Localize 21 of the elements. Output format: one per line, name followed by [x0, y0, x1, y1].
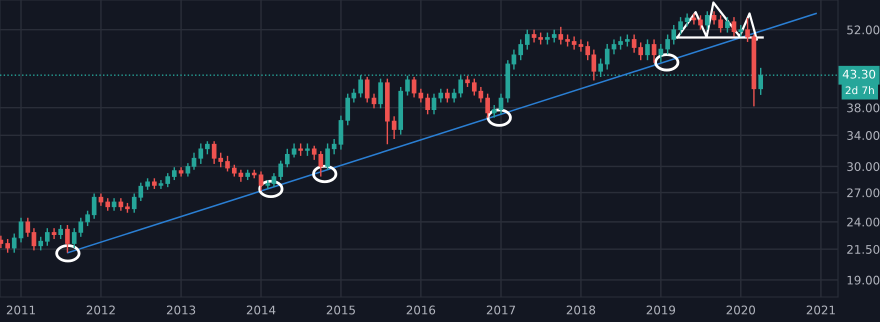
x-tick-label: 2020	[726, 306, 756, 314]
x-tick-label: 2017	[486, 306, 516, 314]
y-tick-label: 30.00	[847, 162, 880, 172]
y-tick-label: 19.00	[848, 276, 880, 285]
y-tick-label: 24.00	[847, 218, 880, 227]
y-tick-label: 21.50	[847, 244, 880, 254]
x-tick-label: 2011	[6, 306, 35, 314]
y-tick-label: 38.00	[847, 103, 880, 112]
ref-line-label: 43.30	[842, 70, 876, 79]
text: 2d 7h	[846, 86, 874, 94]
x-tick-label: 2012	[86, 306, 115, 314]
y-tick-label: 27.00	[847, 188, 880, 198]
x-tick-label: 2019	[646, 306, 676, 314]
x-tick-label: 2021	[806, 306, 835, 314]
x-tick-label: 2015	[326, 306, 355, 314]
y-tick-label: 34.00	[847, 131, 880, 140]
x-tick-label: 2014	[246, 306, 276, 314]
x-tick-label: 2013	[166, 306, 196, 314]
x-tick-label: 2016	[406, 306, 436, 314]
y-tick-label: 52.00	[847, 25, 880, 34]
x-tick-label: 2018	[566, 306, 596, 314]
